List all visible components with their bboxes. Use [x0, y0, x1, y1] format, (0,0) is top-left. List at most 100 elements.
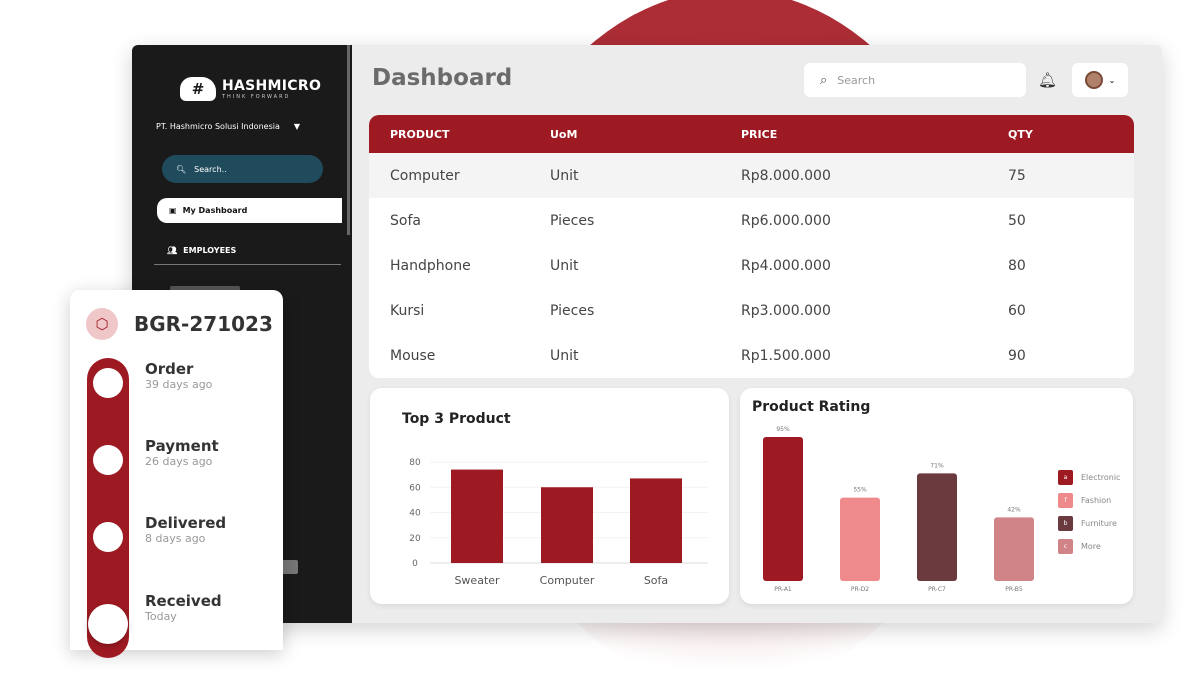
step-time: 8 days ago: [145, 532, 206, 545]
order-id: BGR-271023: [134, 312, 273, 336]
step-dot: [93, 445, 123, 475]
data-label: 95%: [776, 426, 790, 433]
step-name: Delivered: [145, 514, 227, 532]
tracking-step: Delivered 8 days ago: [145, 514, 226, 545]
step-name: Received: [145, 592, 222, 610]
bar: [917, 473, 957, 581]
users-icon: 👥︎: [167, 246, 178, 255]
legend-label: More: [1081, 542, 1101, 551]
table-row[interactable]: Mouse Unit Rp1.500.000 90: [369, 333, 1134, 378]
cloud-logo-icon: #: [180, 77, 216, 101]
logo-text: HASHMICRO: [222, 78, 322, 94]
y-tick-label: 40: [409, 509, 421, 519]
table-cell: Unit: [550, 257, 579, 274]
logo-tagline: THINK FORWARD: [222, 94, 291, 100]
table-cell: 80: [1008, 257, 1026, 274]
table-cell: 75: [1008, 167, 1026, 184]
dashboard-icon: ▣: [169, 206, 177, 215]
search-icon: 🔍︎: [176, 164, 187, 174]
table-row[interactable]: Computer Unit Rp8.000.000 75: [369, 153, 1134, 198]
x-tick-label: PR-A1: [774, 586, 792, 593]
x-tick-label: Computer: [540, 574, 595, 587]
package-icon: ⬡: [86, 308, 118, 340]
legend-swatch: f: [1058, 493, 1073, 508]
table-row[interactable]: Sofa Pieces Rp6.000.000 50: [369, 198, 1134, 243]
step-dot: [93, 522, 123, 552]
data-label: 55%: [853, 487, 867, 494]
table-cell: Rp3.000.000: [741, 302, 831, 319]
sidebar-search-placeholder: Search..: [194, 164, 227, 174]
data-label: 71%: [930, 462, 944, 469]
legend-item: c More: [1058, 535, 1120, 558]
sidebar-item-employees[interactable]: 👥︎ EMPLOYEES: [167, 246, 236, 255]
x-tick-label: PR-D2: [851, 586, 869, 593]
legend-label: Fashion: [1081, 496, 1112, 505]
x-tick-label: PR-C7: [928, 586, 946, 593]
sidebar-item-my-dashboard[interactable]: ▣ My Dashboard: [157, 198, 342, 223]
step-dot: [88, 604, 128, 644]
search-icon: ⌕: [820, 72, 828, 88]
x-tick-label: Sofa: [644, 574, 668, 587]
table-cell: Rp4.000.000: [741, 257, 831, 274]
step-time: 26 days ago: [145, 455, 213, 468]
legend-item: f Fashion: [1058, 489, 1120, 512]
chart-title: Top 3 Product: [402, 411, 511, 427]
column-header: PRODUCT: [390, 127, 450, 141]
legend-item: b Furniture: [1058, 512, 1120, 535]
avatar: [1084, 71, 1103, 89]
y-tick-label: 20: [409, 534, 421, 544]
sidebar-search[interactable]: 🔍︎ Search..: [162, 155, 323, 183]
caret-down-icon: ▼: [293, 122, 301, 131]
step-name: Payment: [145, 437, 219, 455]
bar: [840, 497, 880, 581]
company-selector[interactable]: PT. Hashmicro Solusi Indonesia ▼: [156, 122, 331, 131]
table-cell: Handphone: [390, 257, 471, 274]
x-tick-label: Sweater: [454, 574, 500, 587]
legend-swatch: c: [1058, 539, 1073, 554]
table-cell: Rp1.500.000: [741, 347, 831, 364]
chevron-down-icon: ⌄: [1108, 75, 1116, 85]
table-row[interactable]: Handphone Unit Rp4.000.000 80: [369, 243, 1134, 288]
sidebar-item-label: EMPLOYEES: [183, 246, 237, 255]
table-cell: Unit: [550, 167, 579, 184]
divider: [154, 264, 341, 265]
product-rating-card: Product Rating 95% PR-A1 55% PR-D2 71% PR-C7 4…: [740, 388, 1133, 604]
sidebar-item-label: My Dashboard: [182, 206, 248, 215]
step-name: Order: [145, 360, 194, 378]
bar: [763, 437, 803, 581]
legend-label: Furniture: [1081, 519, 1117, 528]
order-tracking-card: ⬡ BGR-271023 Order 39 days ago Payment 26 da…: [70, 290, 283, 658]
tracking-step: Payment 26 days ago: [145, 437, 219, 468]
column-header: UoM: [550, 127, 578, 141]
bar: [451, 469, 503, 563]
bar: [630, 478, 682, 563]
tracking-step: Received Today: [145, 592, 222, 623]
step-time: Today: [145, 610, 177, 623]
bell-icon[interactable]: 🔔︎: [1038, 71, 1058, 89]
table-cell: Kursi: [390, 302, 425, 319]
legend-label: Electronic: [1081, 473, 1121, 482]
step-dot: [93, 368, 123, 398]
table-cell: Rp8.000.000: [741, 167, 831, 184]
legend-item: a Electronic: [1058, 466, 1120, 489]
y-tick-label: 80: [409, 458, 421, 468]
table-cell: Mouse: [390, 347, 436, 364]
user-menu[interactable]: ⌄: [1072, 63, 1128, 97]
table-cell: Pieces: [550, 302, 595, 319]
page-title: Dashboard: [372, 65, 513, 91]
company-name: PT. Hashmicro Solusi Indonesia: [156, 122, 280, 131]
column-header: PRICE: [741, 127, 778, 141]
table-header: PRODUCT UoM PRICE QTY: [369, 115, 1134, 153]
app-window: # HASHMICRO THINK FORWARD PT. Hashmicro S…: [132, 45, 1162, 623]
table-row[interactable]: Kursi Pieces Rp3.000.000 60: [369, 288, 1134, 333]
table-cell: Sofa: [390, 212, 421, 229]
search-input[interactable]: ⌕ Search: [804, 63, 1026, 97]
step-time: 39 days ago: [145, 378, 213, 391]
table-cell: 90: [1008, 347, 1026, 364]
legend-swatch: b: [1058, 516, 1073, 531]
sidebar-scrollbar[interactable]: [347, 45, 350, 235]
table-cell: 50: [1008, 212, 1026, 229]
column-header: QTY: [1008, 127, 1033, 141]
logo: # HASHMICRO THINK FORWARD: [180, 77, 321, 101]
search-placeholder: Search: [837, 73, 876, 87]
